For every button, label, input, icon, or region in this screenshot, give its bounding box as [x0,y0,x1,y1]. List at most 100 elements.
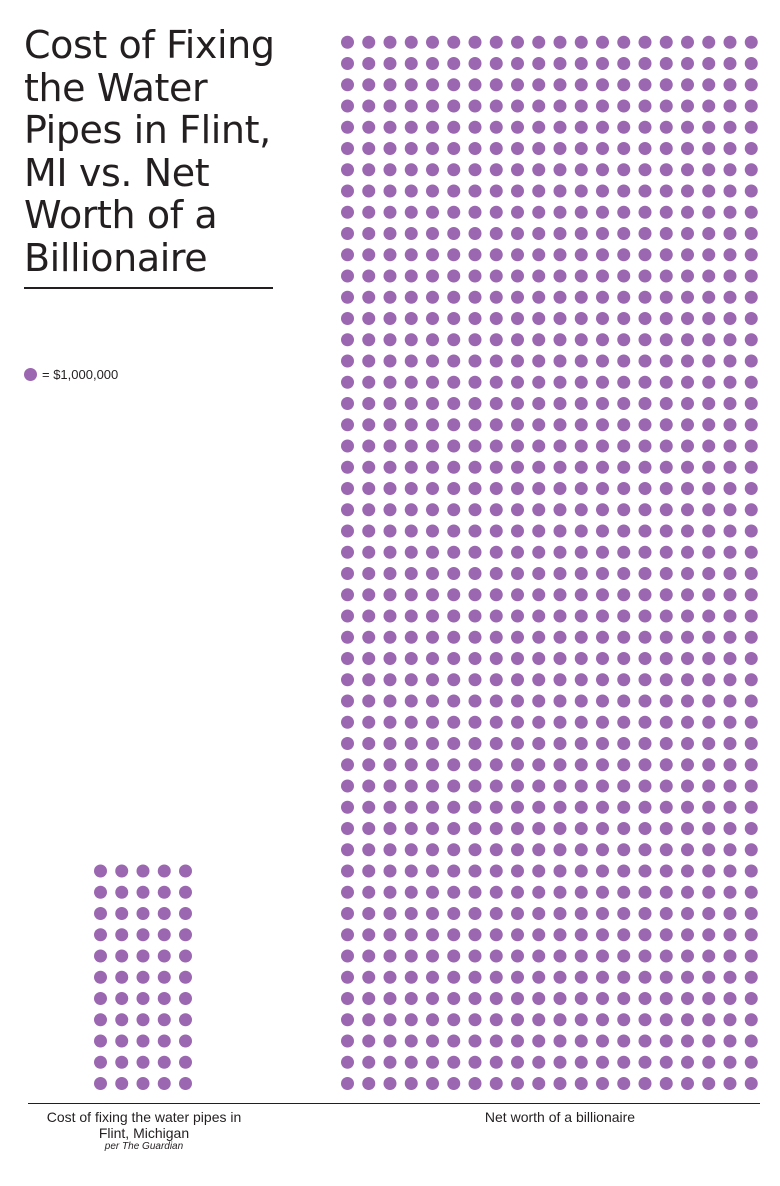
flint-dot [157,1034,171,1048]
billionaire-dot [659,248,673,262]
billionaire-dot [702,1077,716,1090]
billionaire-dot [553,694,567,708]
billionaire-dot [659,269,673,283]
billionaire-dot [426,673,439,687]
billionaire-dot [489,333,503,347]
billionaire-dot [702,588,716,602]
billionaire-dot [468,375,482,389]
billionaire-dot [596,1034,609,1048]
billionaire-dot [362,800,376,814]
billionaire-dot [468,57,482,70]
billionaire-dot [553,184,567,198]
billionaire-dot [723,843,737,857]
billionaire-dot [383,120,397,134]
billionaire-dot [383,205,397,219]
billionaire-dot [468,758,482,772]
billionaire-dot [532,694,546,708]
billionaire-dot [681,57,694,70]
billionaire-dot [596,1077,609,1090]
billionaire-dot [553,949,567,963]
billionaire-dot [553,1013,567,1027]
billionaire-dot [362,758,376,772]
billionaire-dot [489,524,503,538]
billionaire-dot [723,715,737,729]
billionaire-dot [447,248,461,262]
billionaire-dot [468,439,482,453]
billionaire-dot [383,609,397,623]
billionaire-dot [553,545,567,559]
flint-dot [136,864,150,878]
billionaire-dot [617,57,631,70]
billionaire-dot-group [341,35,758,1090]
billionaire-dot [574,354,588,368]
billionaire-dot [574,312,588,325]
billionaire-dot [638,1055,652,1069]
billionaire-dot [404,142,418,155]
billionaire-dot [362,482,376,495]
billionaire-dot [489,269,503,283]
billionaire-dot [468,822,482,835]
flint-dot [115,907,129,920]
billionaire-dot [617,184,631,198]
billionaire-dot [383,312,397,325]
billionaire-dot [659,1034,673,1048]
billionaire-dot [404,758,418,772]
billionaire-dot [702,248,716,262]
billionaire-dot [744,970,758,984]
billionaire-dot [574,864,588,878]
billionaire-dot [553,205,567,219]
billionaire-dot [596,949,609,963]
billionaire-dot [447,652,461,665]
billionaire-dot [617,758,631,772]
billionaire-dot [744,822,758,835]
billionaire-dot [553,1034,567,1048]
billionaire-dot [659,524,673,538]
billionaire-dot [426,907,439,920]
legend-dot-icon [24,368,37,381]
billionaire-dot [744,1077,758,1090]
billionaire-dot [447,715,461,729]
billionaire-dot [383,907,397,920]
billionaire-dot [532,1077,546,1090]
billionaire-dot [468,524,482,538]
billionaire-dot [681,907,694,920]
billionaire-dot [447,864,461,878]
billionaire-dot [511,99,524,113]
billionaire-dot [638,503,652,517]
billionaire-dot [617,992,631,1005]
billionaire-dot [596,673,609,687]
billionaire-dot [532,227,546,240]
billionaire-dot [638,567,652,580]
billionaire-dot [468,800,482,814]
billionaire-dot [489,949,503,963]
billionaire-dot [468,418,482,432]
billionaire-dot [659,715,673,729]
billionaire-dot [617,949,631,963]
billionaire-dot [638,205,652,219]
billionaire-dot [574,822,588,835]
billionaire-dot [489,78,503,92]
billionaire-dot [574,609,588,623]
billionaire-dot [447,460,461,474]
billionaire-dot [638,482,652,495]
flint-dot [115,928,129,942]
billionaire-dot [447,439,461,453]
billionaire-dot [404,99,418,113]
billionaire-dot [702,864,716,878]
billionaire-dot [341,652,354,665]
billionaire-dot [468,120,482,134]
billionaire-dot [638,290,652,304]
billionaire-dot [702,928,716,942]
billionaire-dot [404,290,418,304]
billionaire-dot [638,864,652,878]
billionaire-dot [404,715,418,729]
billionaire-dot [383,503,397,517]
billionaire-dot [702,992,716,1005]
billionaire-dot [426,737,439,750]
billionaire-dot [426,312,439,325]
billionaire-dot [744,333,758,347]
billionaire-dot [638,312,652,325]
billionaire-dot [341,524,354,538]
billionaire-dot [596,142,609,155]
billionaire-dot [341,354,354,368]
